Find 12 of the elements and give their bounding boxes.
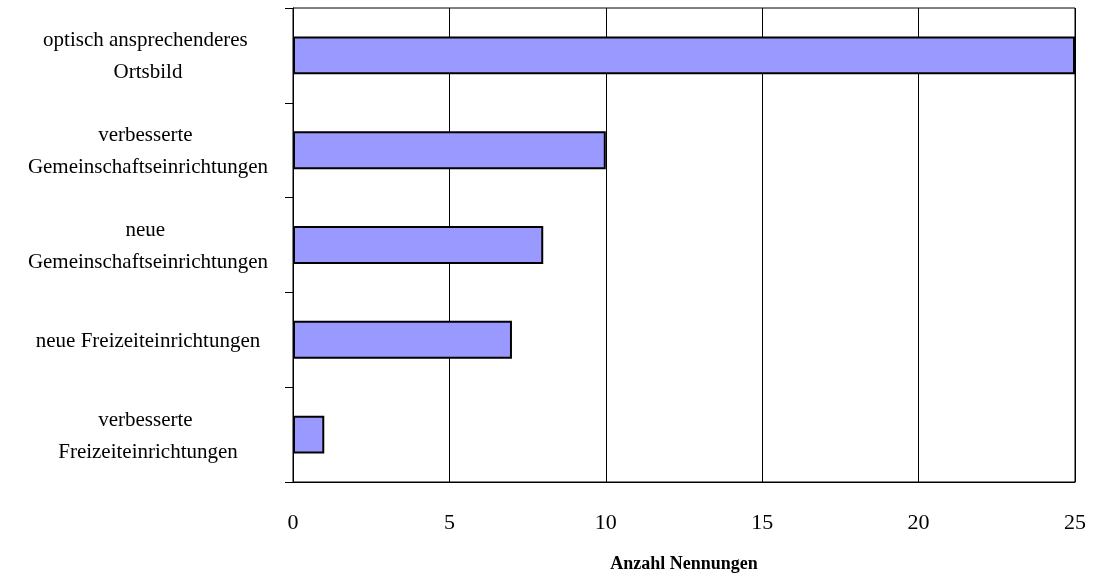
y-tick-label: verbesserte Freizeiteinrichtungen <box>58 406 239 463</box>
y-tick-label: optisch ansprechenderes Ortsbild <box>43 27 253 84</box>
x-tick-label: 0 <box>287 508 299 534</box>
x-tick-label: 5 <box>443 508 455 534</box>
y-tick-label: neue Gemeinschaftseinrichtungen <box>27 217 269 273</box>
x-tick-label: 20 <box>907 508 930 534</box>
x-tick-label: 10 <box>594 508 617 534</box>
y-tick-label: verbesserte Gemeinschaftseinrichtungen <box>27 122 269 179</box>
x-tick-label: 25 <box>1064 508 1086 534</box>
x-tick-label: 15 <box>751 508 774 534</box>
x-axis-title: Anzahl Nennungen <box>610 553 758 573</box>
y-tick-label: neue Freizeiteinrichtungen <box>35 327 261 352</box>
